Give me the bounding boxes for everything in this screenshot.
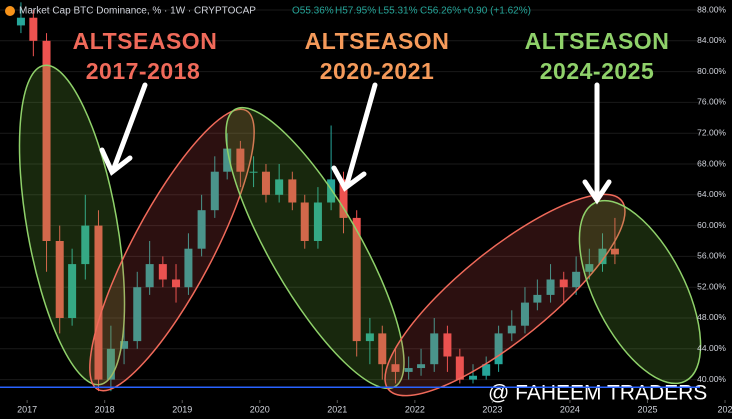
- y-tick-label: 56.00%: [697, 251, 726, 261]
- header-title: Market Cap BTC Dominance, % · 1W · CRYPT…: [19, 6, 256, 17]
- candle-body: [223, 148, 232, 172]
- candle-body: [507, 325, 516, 334]
- candle-body: [275, 179, 284, 195]
- candle-body: [94, 225, 103, 380]
- candle-body: [378, 333, 387, 365]
- candle-body: [365, 333, 374, 342]
- candle-body: [29, 17, 38, 41]
- candle-body: [261, 171, 270, 195]
- annotation: 2017-2018: [86, 58, 201, 84]
- annotation: ALTSEASON: [73, 28, 218, 54]
- y-tick-label: 72.00%: [697, 127, 726, 137]
- ellipse-green: [18, 64, 126, 386]
- header-high: H57.95%: [335, 6, 376, 17]
- candle-body: [610, 248, 619, 255]
- candle-body: [133, 287, 142, 342]
- x-tick-label: 2023: [482, 404, 502, 414]
- watermark: @ FAHEEM TRADERS: [488, 382, 707, 405]
- x-tick-label: 202: [718, 404, 732, 414]
- annotation: 2020-2021: [320, 58, 435, 84]
- candle-body: [106, 348, 115, 380]
- y-tick-label: 68.00%: [697, 158, 726, 168]
- y-tick-label: 44.00%: [697, 343, 726, 353]
- header-close: C56.26%: [420, 6, 461, 17]
- candle-body: [559, 279, 568, 288]
- candle-body: [300, 202, 309, 242]
- candle-body: [158, 264, 167, 280]
- candle-body: [236, 148, 245, 172]
- candle-body: [585, 264, 594, 272]
- candle-body: [288, 179, 297, 203]
- candle-body: [520, 302, 529, 326]
- x-tick-label: 2020: [250, 404, 270, 414]
- ellipse-red: [89, 108, 255, 392]
- btc-icon: [5, 6, 15, 16]
- x-tick-label: 2025: [637, 404, 657, 414]
- ellipse-red: [384, 193, 626, 397]
- candle-body: [417, 364, 426, 369]
- header-change: +0.90 (+1.62%): [462, 6, 531, 17]
- y-tick-label: 60.00%: [697, 220, 726, 230]
- candle-body: [81, 225, 90, 265]
- x-tick-label: 2017: [17, 404, 37, 414]
- candle-body: [391, 364, 400, 372]
- arrow: [582, 82, 612, 205]
- y-tick-label: 40.00%: [697, 374, 726, 384]
- candle-body: [352, 217, 361, 342]
- x-tick-label: 2022: [405, 404, 425, 414]
- x-tick-label: 2024: [560, 404, 580, 414]
- candle-body: [16, 17, 25, 26]
- candle-body: [339, 179, 348, 218]
- candle-body: [494, 333, 503, 365]
- candle-body: [68, 264, 77, 318]
- candle-body: [210, 171, 219, 211]
- candle-body: [184, 248, 193, 288]
- candle-body: [443, 333, 452, 357]
- candle-body: [313, 202, 322, 242]
- x-tick-label: 2019: [172, 404, 192, 414]
- annotation: ALTSEASON: [525, 28, 670, 54]
- candle-body: [533, 294, 542, 303]
- arrow: [331, 82, 378, 192]
- annotation: 2024-2025: [540, 58, 655, 84]
- candle-body: [404, 368, 413, 372]
- y-tick-label: 64.00%: [697, 189, 726, 199]
- ellipses: [18, 64, 702, 397]
- ellipse-green: [578, 199, 702, 385]
- candle-body: [249, 171, 258, 173]
- y-tick-label: 88.00%: [697, 4, 726, 14]
- annotation: ALTSEASON: [305, 28, 450, 54]
- x-tick-label: 2018: [95, 404, 115, 414]
- x-tick-label: 2021: [327, 404, 347, 414]
- y-tick-label: 84.00%: [697, 35, 726, 45]
- candle-body: [455, 356, 464, 380]
- candle-body: [42, 40, 51, 242]
- y-tick-label: 80.00%: [697, 66, 726, 76]
- candle-body: [120, 341, 129, 349]
- y-tick-label: 48.00%: [697, 312, 726, 322]
- candle-body: [430, 333, 439, 365]
- y-tick-label: 76.00%: [697, 97, 726, 107]
- arrow: [99, 82, 148, 176]
- candle-body: [598, 248, 607, 265]
- candle-body: [172, 279, 181, 288]
- header-open: O55.36%: [292, 6, 334, 17]
- candle-body: [546, 279, 555, 295]
- candle-body: [55, 241, 64, 318]
- y-tick-label: 52.00%: [697, 281, 726, 291]
- header-low: L55.31%: [378, 6, 418, 17]
- candle-body: [197, 210, 206, 249]
- candle-body: [145, 264, 154, 288]
- candle-body: [482, 364, 491, 376]
- candle-body: [327, 179, 336, 203]
- arrows: [99, 82, 612, 205]
- candle-body: [469, 375, 478, 380]
- candle-body: [572, 271, 581, 288]
